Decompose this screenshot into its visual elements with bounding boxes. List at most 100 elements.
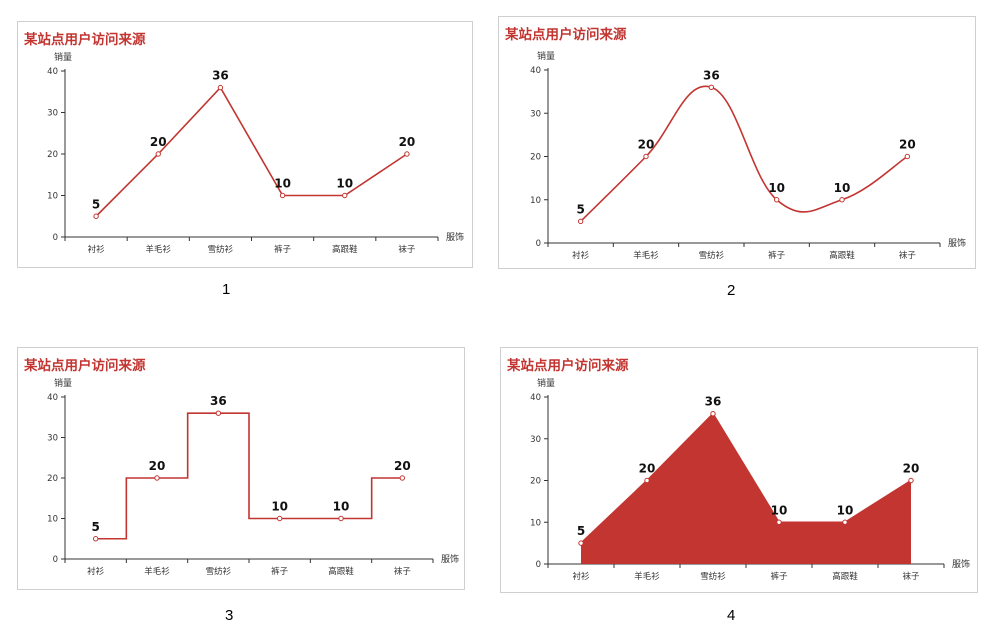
y-axis-label: 销量: [537, 377, 555, 389]
data-point: [93, 213, 99, 219]
y-tick-label: 0: [536, 560, 541, 570]
y-tick-label: 10: [47, 515, 58, 525]
chart-caption-2: 2: [727, 282, 736, 299]
data-point: [644, 477, 650, 484]
x-tick-label: 高跟鞋: [832, 571, 858, 582]
data-label: 5: [576, 202, 584, 216]
data-label: 20: [639, 462, 656, 476]
data-label: 20: [399, 135, 416, 149]
data-label: 36: [703, 68, 720, 82]
data-label: 20: [638, 138, 655, 152]
data-label: 5: [91, 520, 99, 534]
y-tick-label: 30: [47, 434, 58, 444]
x-tick-label: 裤子: [271, 566, 289, 577]
data-label: 5: [92, 197, 100, 211]
y-tick-label: 0: [53, 555, 58, 565]
x-tick-label: 雪纺衫: [206, 566, 232, 577]
data-point: [578, 540, 584, 546]
data-label: 10: [274, 177, 291, 191]
y-tick-label: 20: [530, 153, 541, 163]
x-tick-label: 袜子: [394, 566, 412, 577]
x-tick-label: 裤子: [768, 250, 786, 261]
data-point: [842, 519, 848, 525]
y-tick-label: 10: [530, 196, 541, 206]
x-tick-label: 高跟鞋: [328, 566, 354, 577]
data-label: 5: [577, 524, 585, 538]
y-tick-label: 20: [530, 477, 541, 487]
data-label: 10: [768, 181, 785, 195]
chart-panel-4: 某站点用户访问来源 0 10 20 30 40 销量 衬衫 羊毛衫 雪纺衫 裤子 高跟鞋 袜子 服饰 5 2…: [500, 347, 978, 593]
data-point: [217, 84, 224, 91]
data-label: 10: [837, 503, 854, 517]
x-tick-label: 衬衫: [87, 566, 105, 577]
y-tick-label: 30: [47, 109, 58, 119]
data-label: 10: [333, 500, 350, 514]
y-tick-label: 30: [530, 109, 541, 119]
data-point: [154, 475, 160, 481]
x-tick-label: 羊毛衫: [633, 250, 659, 261]
data-point: [708, 84, 715, 91]
data-label: 36: [210, 394, 227, 408]
y-tick-label: 10: [530, 518, 541, 528]
data-point: [908, 477, 914, 484]
x-tick-label: 衬衫: [88, 244, 106, 255]
x-axis-label: 服饰: [441, 553, 459, 565]
y-tick-label: 40: [530, 393, 541, 403]
chart-title: 某站点用户访问来源: [505, 27, 627, 43]
x-tick-label: 裤子: [274, 244, 292, 255]
y-tick-label: 40: [47, 393, 58, 403]
y-tick-label: 30: [530, 435, 541, 445]
series-line: [95, 86, 408, 217]
data-point: [399, 475, 406, 481]
data-point: [276, 515, 283, 522]
x-axis-label: 服饰: [952, 558, 970, 570]
data-label: 20: [899, 138, 916, 152]
data-point: [92, 536, 99, 542]
y-axis-label: 销量: [54, 51, 72, 63]
chart-panel-3: 某站点用户访问来源 0 10 20 30 40 销量 衬衫 羊毛衫 雪纺衫 裤子 高跟鞋 袜子 服饰 5 2…: [17, 347, 465, 590]
data-label: 36: [705, 395, 722, 409]
x-tick-label: 雪纺衫: [699, 250, 725, 261]
data-point: [776, 519, 782, 525]
chart-caption-1: 1: [222, 281, 231, 298]
data-label: 10: [834, 181, 851, 195]
data-label: 20: [150, 135, 167, 149]
y-axis-label: 销量: [54, 377, 72, 389]
series-line: [580, 412, 912, 544]
y-tick-label: 20: [47, 150, 58, 160]
data-label: 10: [271, 500, 288, 514]
data-point: [773, 197, 780, 203]
y-tick-label: 0: [53, 233, 58, 243]
data-point: [338, 515, 344, 522]
x-tick-label: 羊毛衫: [145, 244, 171, 255]
x-axis-label: 服饰: [446, 231, 464, 243]
data-point: [710, 410, 716, 417]
chart-panel-2: 某站点用户访问来源 0 10 20 30 40 销量 衬衫 羊毛衫 雪纺衫 裤子 高跟鞋 袜子 服饰 5 2…: [498, 16, 976, 269]
x-tick-label: 高跟鞋: [332, 244, 358, 255]
data-point: [904, 153, 911, 160]
data-label: 10: [336, 177, 353, 191]
chart-caption-3: 3: [225, 607, 234, 624]
data-point: [155, 151, 161, 157]
x-tick-label: 衬衫: [572, 571, 590, 582]
x-tick-label: 裤子: [770, 571, 788, 582]
area-fill: [581, 413, 911, 564]
y-tick-label: 40: [47, 67, 58, 77]
x-tick-label: 袜子: [902, 571, 920, 582]
data-point: [839, 197, 845, 203]
data-point: [404, 151, 410, 157]
y-tick-label: 20: [47, 474, 58, 484]
data-label: 20: [903, 462, 920, 476]
data-label: 20: [149, 459, 166, 473]
x-tick-label: 袜子: [899, 250, 917, 261]
series-line: [580, 85, 908, 222]
chart-panel-1: 某站点用户访问来源 0 10 20 30 40 销量 衬衫 羊毛衫 雪纺衫 裤子 高跟鞋 袜子 服饰 5 2…: [17, 21, 473, 268]
y-tick-label: 40: [530, 66, 541, 76]
y-tick-label: 10: [47, 192, 58, 202]
x-axis-label: 服饰: [948, 237, 966, 249]
chart-title: 某站点用户访问来源: [24, 32, 146, 48]
